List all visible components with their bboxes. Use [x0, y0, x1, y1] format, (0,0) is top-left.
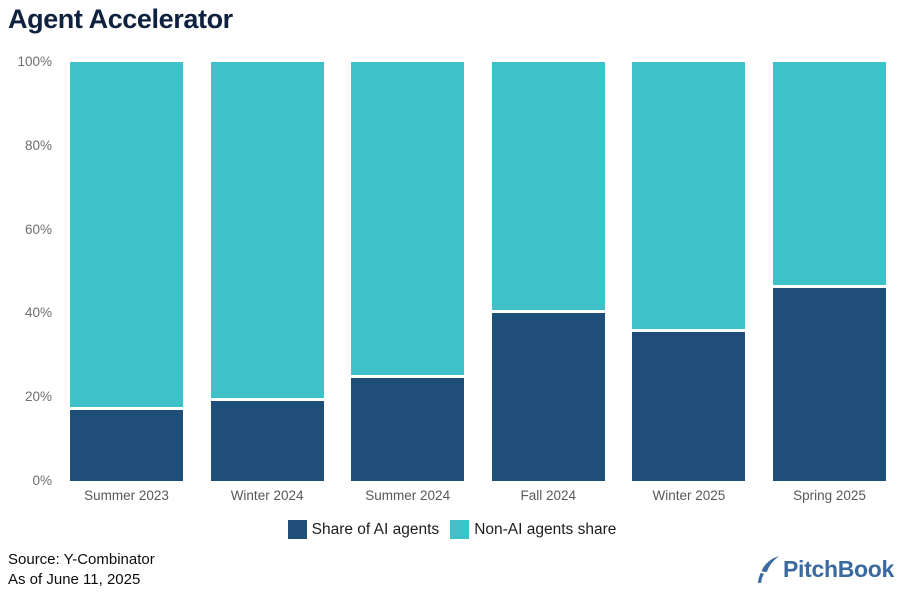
x-tick-label-winter-2024: Winter 2024	[230, 488, 304, 503]
y-axis: 0% 20% 40% 60% 80% 100%	[0, 55, 52, 488]
x-axis: Summer 2023 Winter 2024 Summer 2024 Fall 20…	[70, 488, 886, 503]
segment-ai-winter-2024	[210, 401, 324, 481]
y-tick-label-60pct: 60%	[24, 221, 52, 237]
pitchbook-logo: PitchBook	[757, 556, 894, 583]
legend-label-non-ai-agents-share: Non-AI agents share	[474, 520, 617, 538]
legend-item-non-ai-agents-share: Non-AI agents share	[450, 520, 616, 539]
as-of-line: As of June 11, 2025	[8, 571, 141, 588]
pitchbook-wordmark: PitchBook	[782, 556, 894, 582]
x-tick-label-fall-2024: Fall 2024	[520, 488, 577, 503]
y-tick-label-100pct: 100%	[17, 54, 52, 69]
segment-ai-winter-2025	[632, 332, 746, 481]
x-tick-label-summer-2024: Summer 2024	[365, 488, 451, 503]
source-note: Source: Y-Combinator As of June 11, 2025	[8, 550, 155, 590]
segment-non-ai-winter-2024	[210, 62, 324, 398]
chart-title: Agent Accelerator	[8, 4, 233, 34]
segment-ai-summer-2023	[70, 410, 183, 481]
bar-spring-2025	[772, 62, 886, 481]
x-tick-label-summer-2023: Summer 2023	[84, 488, 169, 503]
segment-ai-spring-2025	[772, 288, 886, 481]
source-line: Source: Y-Combinator	[8, 551, 155, 568]
legend: Share of AI agents Non-AI agents share	[0, 520, 904, 539]
quill-icon	[757, 556, 780, 583]
legend-label-share-of-ai-agents: Share of AI agents	[311, 520, 440, 538]
segment-ai-fall-2024	[491, 313, 605, 481]
x-tick-label-spring-2025: Spring 2025	[793, 488, 866, 503]
plot-area	[70, 62, 886, 481]
segment-non-ai-spring-2025	[772, 62, 886, 285]
bar-winter-2024	[210, 62, 324, 481]
segment-non-ai-summer-2023	[70, 62, 183, 407]
legend-item-share-of-ai-agents: Share of AI agents	[287, 520, 440, 539]
bar-winter-2025	[632, 62, 746, 481]
y-tick-label-80pct: 80%	[24, 137, 52, 153]
y-tick-label-40pct: 40%	[24, 305, 52, 321]
legend-swatch-non-ai-agents-share	[450, 520, 470, 539]
segment-non-ai-fall-2024	[491, 62, 605, 310]
bar-summer-2023	[70, 62, 183, 481]
segment-ai-summer-2024	[351, 378, 465, 481]
y-tick-label-20pct: 20%	[24, 389, 52, 405]
y-tick-label-0pct: 0%	[32, 473, 52, 488]
segment-non-ai-winter-2025	[632, 62, 746, 329]
bar-summer-2024	[351, 62, 465, 481]
bar-fall-2024	[491, 62, 605, 481]
segment-non-ai-summer-2024	[351, 62, 465, 375]
x-tick-label-winter-2025: Winter 2025	[652, 488, 726, 503]
legend-swatch-share-of-ai-agents	[287, 520, 307, 539]
